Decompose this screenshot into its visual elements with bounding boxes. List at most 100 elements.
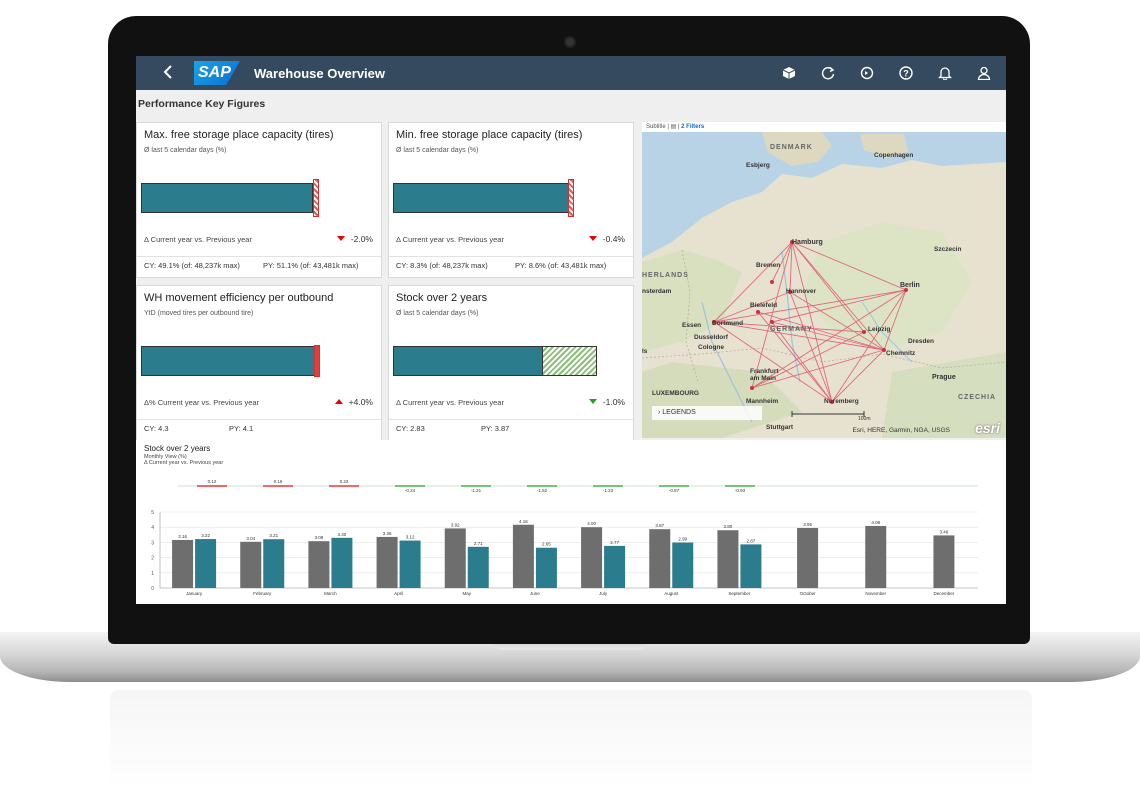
card-title: Min. free storage place capacity (tires) (396, 129, 583, 141)
delta-label: Δ Current year vs. Previous year (396, 235, 504, 244)
map-scale-label: 100m (858, 416, 871, 422)
legends-toggle[interactable]: › LEGENDS (652, 406, 762, 420)
delta-label: Δ Current year vs. Previous year (396, 398, 504, 407)
data-label: 3.16 (178, 534, 187, 539)
bar-current-year (195, 539, 217, 588)
map-label-chemnitz: Chemnitz (886, 350, 916, 357)
bar-previous-year (308, 541, 330, 588)
bar-previous (543, 346, 597, 376)
card-subtitle: Ø last 5 calendar days (%) (396, 147, 479, 154)
y-tick-label: 4 (151, 525, 154, 531)
bar-current (393, 183, 569, 213)
y-tick-label: 5 (151, 510, 154, 516)
esri-logo: esri (975, 420, 1000, 436)
data-label: 3.04 (246, 536, 255, 541)
map-label-ls: ls (642, 348, 648, 355)
map-label-dusseldorf: Dusseldorf (694, 334, 728, 341)
map-toolbar-prefix: Sublitle (646, 124, 666, 130)
bar-previous-year (512, 524, 534, 588)
map-label-leipzig: Leipzig (868, 326, 891, 333)
kpi-card-max-free-capacity[interactable]: Max. free storage place capacity (tires)… (136, 122, 382, 278)
trend-up-icon (334, 399, 343, 404)
data-label: 3.95 (803, 522, 812, 527)
back-button[interactable] (162, 56, 182, 90)
delta-label: 0.12 (208, 479, 217, 484)
bar-previous-year (172, 539, 194, 588)
map-attribution: Esri, HERE, Garmin, NGA, USGS (852, 427, 950, 434)
map-label-dortmund: Dortmund (712, 320, 744, 327)
x-tick-label: August (664, 591, 679, 596)
undo-button[interactable] (857, 63, 877, 83)
data-label: 3.30 (338, 532, 347, 537)
delta-label: -0.93 (735, 488, 746, 493)
chevron-left-icon (163, 65, 172, 79)
filters-link[interactable]: 2 Filters (681, 124, 705, 130)
bar-current (141, 346, 315, 376)
delta-label: -1.23 (603, 488, 614, 493)
data-label: 3.22 (201, 533, 210, 538)
data-label: 2.77 (610, 540, 619, 545)
trend-down-icon (588, 399, 597, 404)
divider (137, 419, 381, 420)
shell-bar: SAP Warehouse Overview ? (136, 56, 1006, 90)
data-label: 2.87 (747, 538, 756, 543)
map-label-denmark: DENMARK (770, 144, 813, 151)
data-label: 2.99 (678, 537, 687, 542)
x-tick-label: January (186, 591, 203, 596)
map-card[interactable]: Sublitle | ▤ | 2 Filters DENMARK Copenha… (642, 122, 1006, 438)
map-label-szczecin: Szczecin (934, 246, 962, 253)
map-label-hamburg: Hamburg (792, 239, 823, 246)
screen: SAP Warehouse Overview ? Performance Key… (136, 56, 1006, 604)
map-label-frankfurt: Frankfurt am Main (750, 368, 779, 382)
bar-current (393, 346, 543, 376)
shell-actions: ? (760, 56, 994, 90)
data-label: 3.12 (406, 535, 415, 540)
delta-value: +4.0% (334, 397, 373, 407)
cube-button[interactable] (779, 63, 799, 83)
map-label-bielefeld: Bielefeld (750, 302, 778, 309)
bar-current-year (263, 539, 285, 588)
user-icon (977, 66, 991, 80)
refresh-button[interactable] (818, 63, 838, 83)
legends-label: LEGENDS (662, 409, 696, 416)
delta-label: Δ% Current year vs. Previous year (144, 398, 260, 407)
map-label-stuttgart: Stuttgart (766, 424, 794, 431)
map-label-nuremberg: Nuremberg (824, 398, 859, 405)
notifications-button[interactable] (935, 63, 955, 83)
map-label-luxembourg: LUXEMBOURG (652, 390, 699, 397)
refresh-icon (821, 66, 835, 80)
x-tick-label: March (324, 591, 337, 596)
map-background (642, 122, 1006, 438)
chart-card-stock-over-2-years[interactable]: Stock over 2 years Monthly View (%) Δ Cu… (136, 440, 1006, 604)
bar-previous-year (933, 535, 955, 588)
previous-year-value: PY: 3.87 (481, 424, 510, 433)
trend-down-icon (336, 236, 345, 241)
bar-previous-year (649, 529, 671, 588)
bar-previous-year (717, 530, 739, 588)
map-label-cologne: Cologne (698, 344, 724, 351)
chart-subtitle-delta: Δ Current year vs. Previous year (144, 460, 224, 466)
help-button[interactable]: ? (896, 63, 916, 83)
delta-number: -1.0% (602, 397, 625, 407)
delta-label: Δ Current year vs. Previous year (144, 235, 252, 244)
filter-icon[interactable]: ▤ (670, 124, 677, 130)
bar-current (141, 183, 313, 213)
map-toolbar: Sublitle | ▤ | 2 Filters (642, 122, 1006, 132)
data-label: 2.65 (542, 542, 551, 547)
x-tick-label: May (462, 591, 471, 596)
card-subtitle: Ø last 5 calendar days (%) (144, 147, 227, 154)
chart-title: Stock over 2 years (144, 444, 211, 453)
x-tick-label: September (728, 591, 751, 596)
bar-current-year (535, 547, 557, 588)
kpi-card-wh-movement-efficiency[interactable]: WH movement efficiency per outbound YtD … (136, 285, 382, 441)
user-button[interactable] (974, 63, 994, 83)
camera (566, 38, 574, 46)
bar-current-year (672, 542, 694, 588)
map-label-essen: Essen (682, 322, 702, 329)
kpi-card-min-free-capacity[interactable]: Min. free storage place capacity (tires)… (388, 122, 634, 278)
map-label-dresden: Dresden (908, 338, 935, 345)
delta-number: -2.0% (350, 234, 373, 244)
kpi-card-stock-over-2-years[interactable]: Stock over 2 years Ø last 5 calendar day… (388, 285, 634, 441)
y-tick-label: 0 (151, 586, 154, 592)
delta-label: -0.24 (405, 488, 416, 493)
